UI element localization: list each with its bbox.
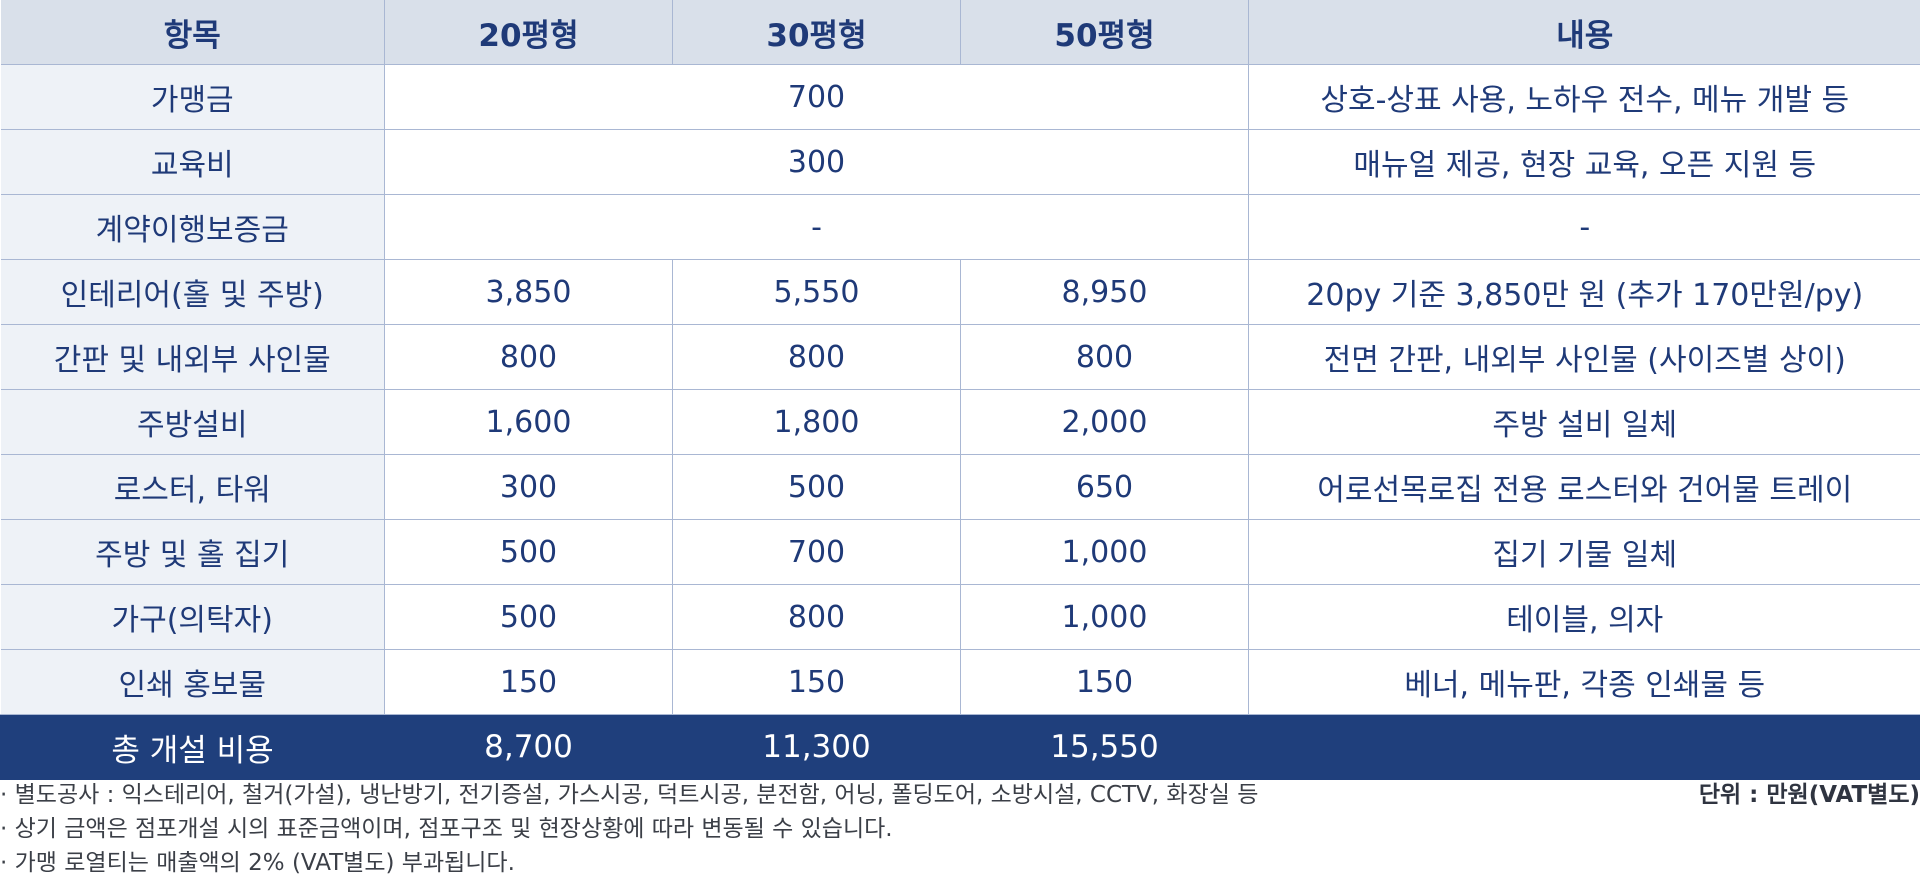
header-50py: 50평형: [961, 0, 1249, 65]
cost-table: 항목 20평형 30평형 50평형 내용 가맹금 700 상호-상표 사용, 노…: [0, 0, 1920, 780]
row-item: 인테리어(홀 및 주방): [1, 260, 385, 325]
row-value-50py: 8,950: [961, 260, 1249, 325]
table-row: 주방 및 홀 집기 500 700 1,000 집기 기물 일체: [1, 520, 1920, 585]
row-item: 가구(의탁자): [1, 585, 385, 650]
row-value-50py: 800: [961, 325, 1249, 390]
table-row: 인쇄 홍보물 150 150 150 베너, 메뉴판, 각종 인쇄물 등: [1, 650, 1920, 715]
total-50py: 15,550: [961, 715, 1249, 780]
header-row: 항목 20평형 30평형 50평형 내용: [1, 0, 1920, 65]
row-value-20py: 150: [385, 650, 673, 715]
row-description: 베너, 메뉴판, 각종 인쇄물 등: [1249, 650, 1920, 715]
table-row: 교육비 300 매뉴얼 제공, 현장 교육, 오픈 지원 등: [1, 130, 1920, 195]
row-value-20py: 300: [385, 455, 673, 520]
row-description: -: [1249, 195, 1920, 260]
footnote-standard-price: · 상기 금액은 점포개설 시의 표준금액이며, 점포구조 및 현장상황에 따라…: [0, 812, 893, 846]
table-row: 인테리어(홀 및 주방) 3,850 5,550 8,950 20py 기준 3…: [1, 260, 1920, 325]
row-value-30py: 500: [673, 455, 961, 520]
header-30py: 30평형: [673, 0, 961, 65]
row-description: 상호-상표 사용, 노하우 전수, 메뉴 개발 등: [1249, 65, 1920, 130]
total-row: 총 개설 비용 8,700 11,300 15,550: [1, 715, 1920, 780]
row-merged-value: -: [385, 195, 1249, 260]
row-item: 가맹금: [1, 65, 385, 130]
row-description: 주방 설비 일체: [1249, 390, 1920, 455]
row-item: 교육비: [1, 130, 385, 195]
row-item: 인쇄 홍보물: [1, 650, 385, 715]
row-value-20py: 1,600: [385, 390, 673, 455]
footnote-extra-work: · 별도공사 : 익스테리어, 철거(가설), 냉난방기, 전기증설, 가스시공…: [0, 778, 1258, 812]
row-description: 매뉴얼 제공, 현장 교육, 오픈 지원 등: [1249, 130, 1920, 195]
row-description: 어로선목로집 전용 로스터와 건어물 트레이: [1249, 455, 1920, 520]
row-description: 전면 간판, 내외부 사인물 (사이즈별 상이): [1249, 325, 1920, 390]
table-row: 계약이행보증금 - -: [1, 195, 1920, 260]
row-item: 로스터, 타워: [1, 455, 385, 520]
row-value-50py: 2,000: [961, 390, 1249, 455]
row-value-30py: 800: [673, 585, 961, 650]
total-30py: 11,300: [673, 715, 961, 780]
total-label: 총 개설 비용: [1, 715, 385, 780]
header-20py: 20평형: [385, 0, 673, 65]
row-item: 주방 및 홀 집기: [1, 520, 385, 585]
unit-label: 단위 : 만원(VAT별도): [1699, 778, 1920, 812]
row-item: 계약이행보증금: [1, 195, 385, 260]
header-item: 항목: [1, 0, 385, 65]
table-row: 로스터, 타워 300 500 650 어로선목로집 전용 로스터와 건어물 트…: [1, 455, 1920, 520]
row-value-30py: 1,800: [673, 390, 961, 455]
row-value-30py: 800: [673, 325, 961, 390]
row-value-20py: 800: [385, 325, 673, 390]
row-merged-value: 700: [385, 65, 1249, 130]
table-row: 주방설비 1,600 1,800 2,000 주방 설비 일체: [1, 390, 1920, 455]
table-row: 가구(의탁자) 500 800 1,000 테이블, 의자: [1, 585, 1920, 650]
table-row: 가맹금 700 상호-상표 사용, 노하우 전수, 메뉴 개발 등: [1, 65, 1920, 130]
total-description: [1249, 715, 1920, 780]
row-value-50py: 650: [961, 455, 1249, 520]
row-value-30py: 150: [673, 650, 961, 715]
row-description: 집기 기물 일체: [1249, 520, 1920, 585]
row-description: 20py 기준 3,850만 원 (추가 170만원/py): [1249, 260, 1920, 325]
row-value-20py: 500: [385, 585, 673, 650]
row-item: 주방설비: [1, 390, 385, 455]
row-merged-value: 300: [385, 130, 1249, 195]
row-item: 간판 및 내외부 사인물: [1, 325, 385, 390]
row-value-20py: 3,850: [385, 260, 673, 325]
row-value-30py: 5,550: [673, 260, 961, 325]
row-value-50py: 150: [961, 650, 1249, 715]
row-value-50py: 1,000: [961, 520, 1249, 585]
total-20py: 8,700: [385, 715, 673, 780]
table-row: 간판 및 내외부 사인물 800 800 800 전면 간판, 내외부 사인물 …: [1, 325, 1920, 390]
row-description: 테이블, 의자: [1249, 585, 1920, 650]
row-value-50py: 1,000: [961, 585, 1249, 650]
row-value-30py: 700: [673, 520, 961, 585]
row-value-20py: 500: [385, 520, 673, 585]
footnote-royalty: · 가맹 로열티는 매출액의 2% (VAT별도) 부과됩니다.: [0, 846, 515, 880]
header-description: 내용: [1249, 0, 1920, 65]
